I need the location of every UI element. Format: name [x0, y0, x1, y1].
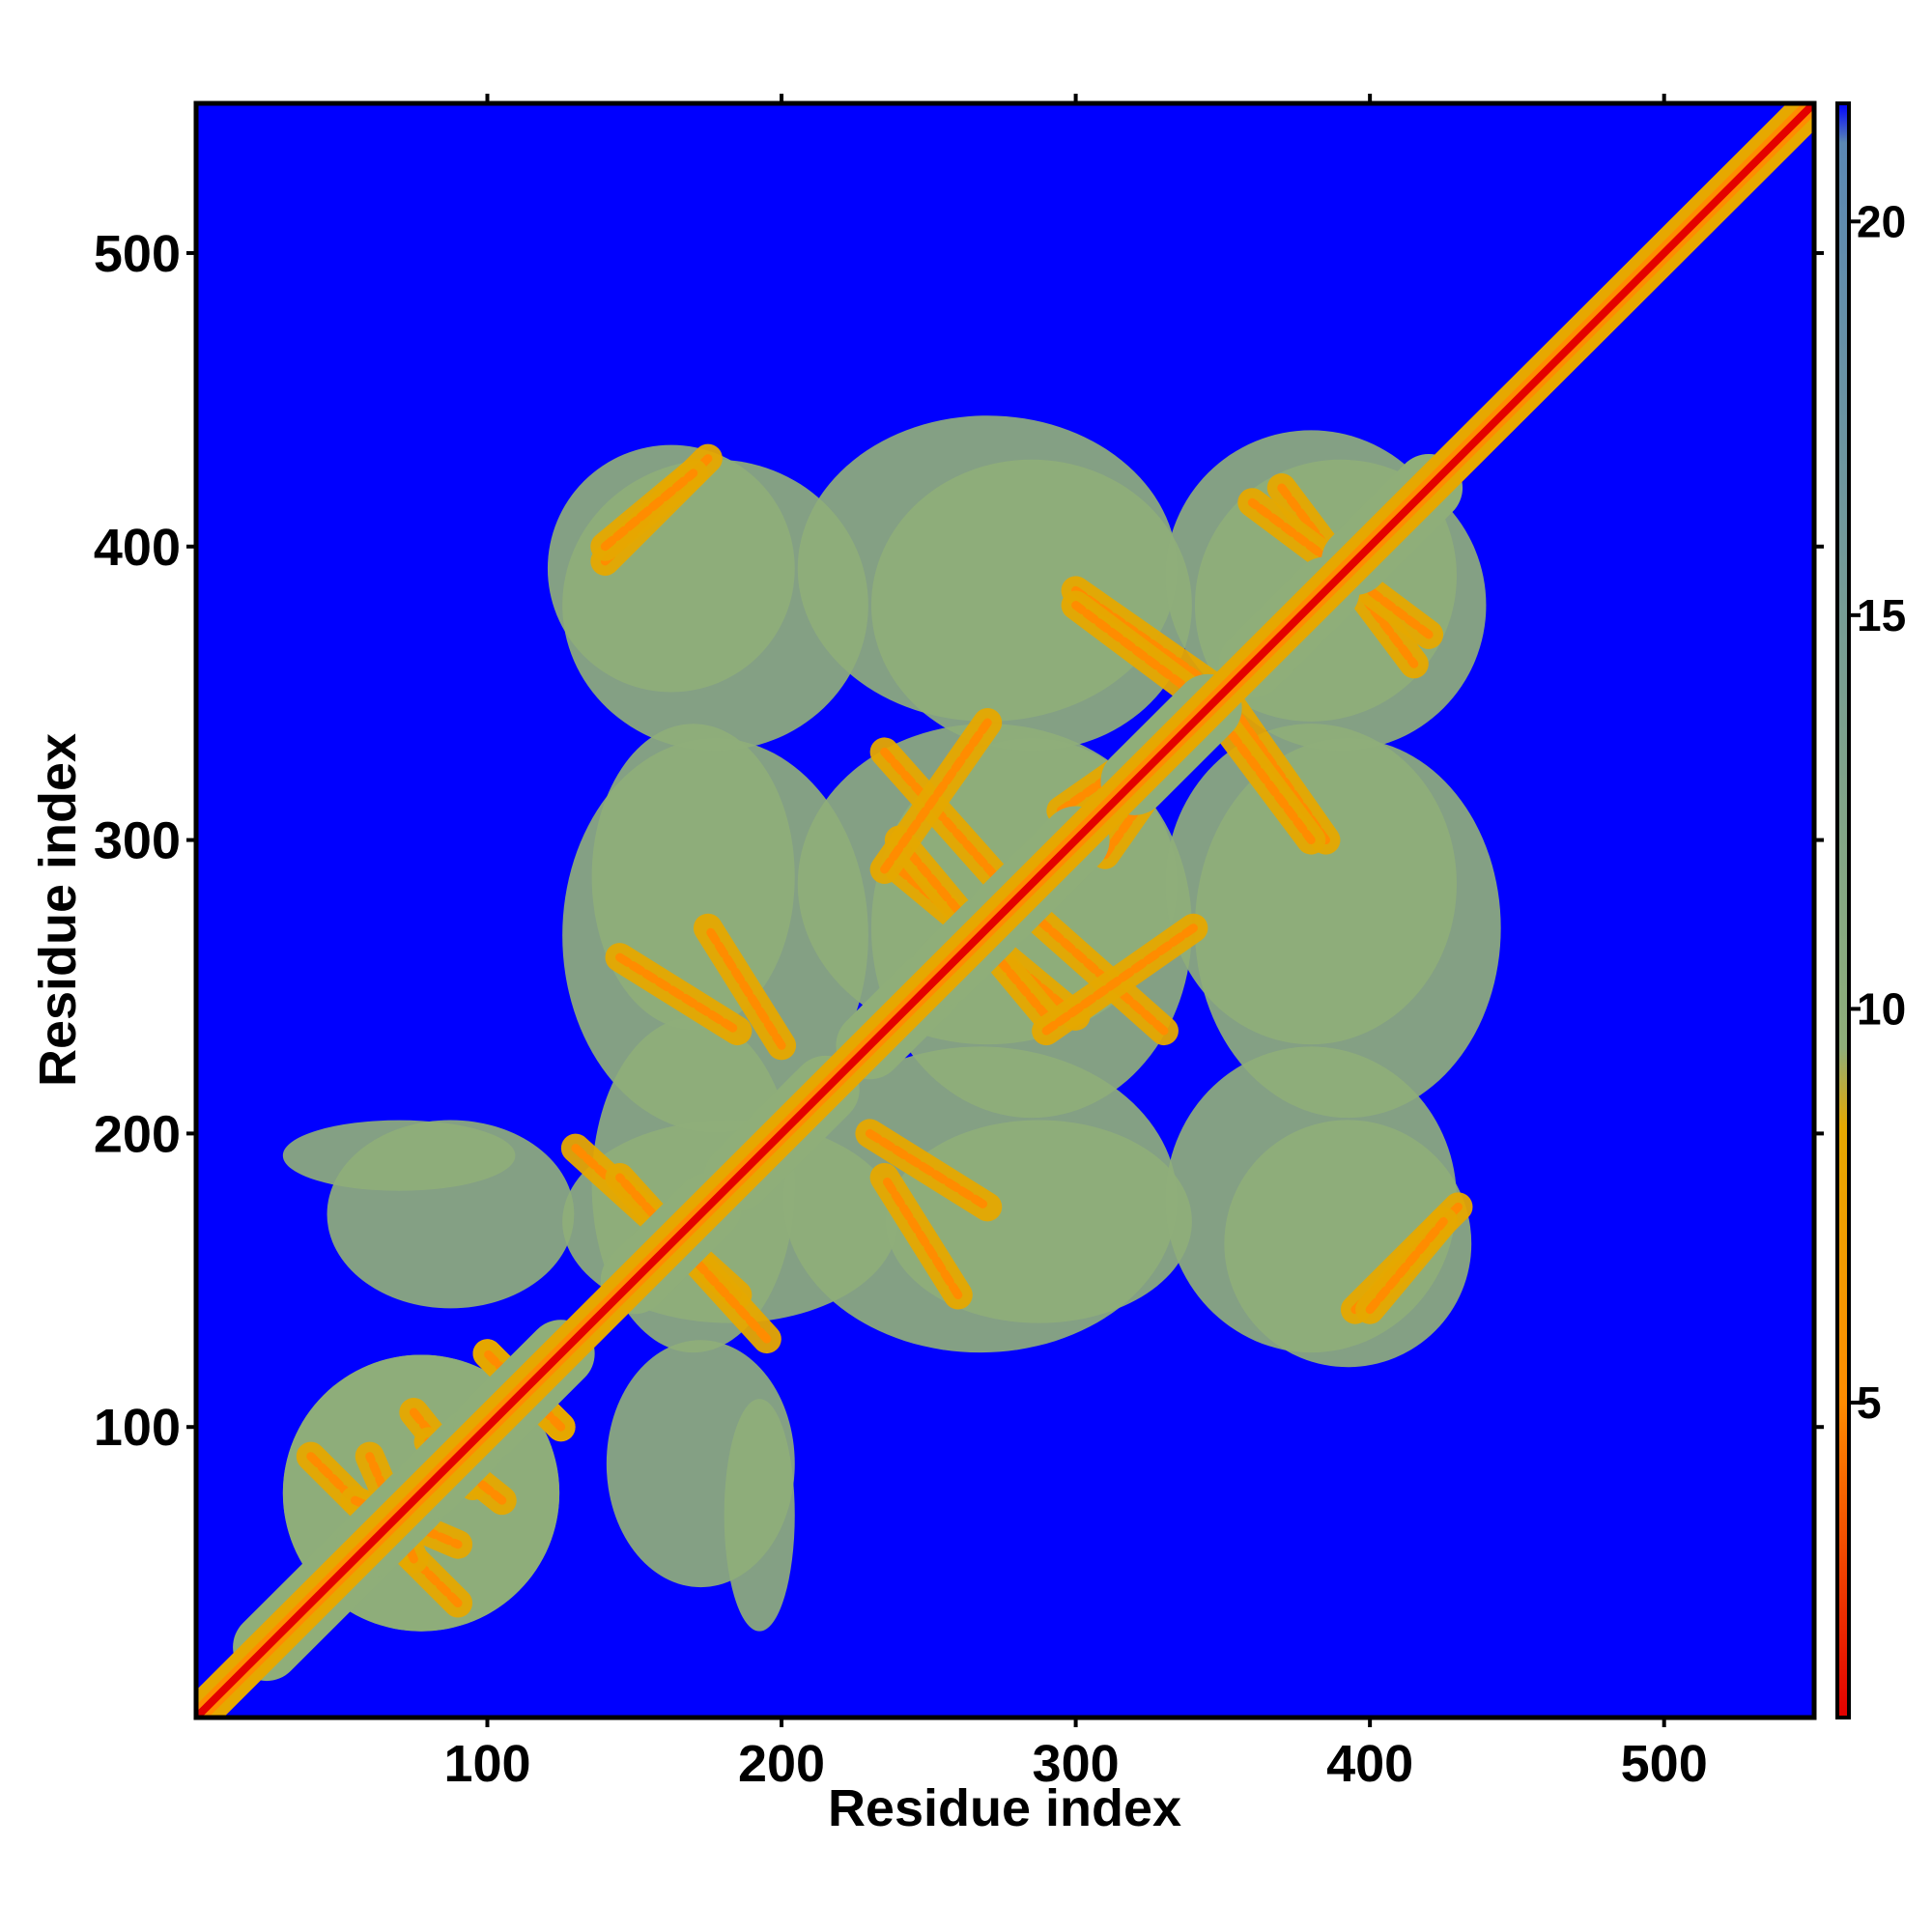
- contact-band-2: [865, 1128, 992, 1211]
- x-tick-label-100: 100: [443, 1735, 530, 1793]
- x-axis-title: Residue index: [828, 1779, 1181, 1837]
- plot-frame: [193, 100, 1817, 1720]
- diagonal-contacts: [196, 103, 1814, 1718]
- x-axis-ticks: 100 200 300 400 500: [443, 94, 1708, 1793]
- colorbar-tick-label-20: 20: [1857, 196, 1906, 246]
- colorbar: 5 10 15 20: [1835, 101, 1906, 1719]
- colorbar-ticks: 5 10 15 20: [1849, 196, 1906, 1428]
- contact-blob-8-mirror: [1165, 724, 1457, 1045]
- x-tick-label-200: 200: [738, 1735, 825, 1793]
- contact-band-1: [615, 952, 742, 1036]
- y-tick-label-400: 400: [94, 519, 181, 577]
- y-axis-ticks: 100 200 300 400 500: [94, 225, 1824, 1457]
- y-tick-label-300: 300: [94, 812, 181, 870]
- contact-blob-7: [562, 459, 868, 752]
- x-tick-label-500: 500: [1621, 1735, 1708, 1793]
- colorbar-tick-label-10: 10: [1857, 983, 1906, 1034]
- contact-band-3: [880, 747, 1007, 889]
- contact-band-11-mirror: [1365, 1217, 1448, 1315]
- contact-band-8-mirror: [1071, 601, 1198, 698]
- diagonal-line: [196, 103, 1814, 1718]
- contact-band-5: [1041, 923, 1198, 1036]
- heatmap-plot-area: [196, 103, 1814, 1718]
- contact-blob-11-mirror: [327, 1120, 575, 1309]
- y-axis-title: Residue index: [29, 733, 87, 1087]
- contact-blob-7-mirror: [1165, 1046, 1457, 1353]
- y-tick-label-500: 500: [94, 225, 181, 283]
- contact-band-8: [1218, 718, 1316, 845]
- y-tick-label-200: 200: [94, 1105, 181, 1163]
- contact-blob-8: [870, 459, 1192, 752]
- x-tick-label-400: 400: [1326, 1735, 1413, 1793]
- contact-band-3-mirror: [1027, 909, 1169, 1036]
- contact-band-1-mirror: [880, 1173, 963, 1300]
- colorbar-tick-label-15: 15: [1857, 590, 1906, 640]
- contact-blob-11: [606, 1340, 795, 1588]
- y-tick-label-100: 100: [94, 1399, 181, 1457]
- contact-band-5-mirror: [880, 718, 992, 874]
- contact-band-11: [600, 469, 698, 552]
- colorbar-strip: [1835, 101, 1851, 1719]
- colorbar-tick-label-5: 5: [1857, 1378, 1882, 1428]
- x-tick-label-300: 300: [1033, 1735, 1120, 1793]
- contact-band-2-mirror: [703, 923, 786, 1050]
